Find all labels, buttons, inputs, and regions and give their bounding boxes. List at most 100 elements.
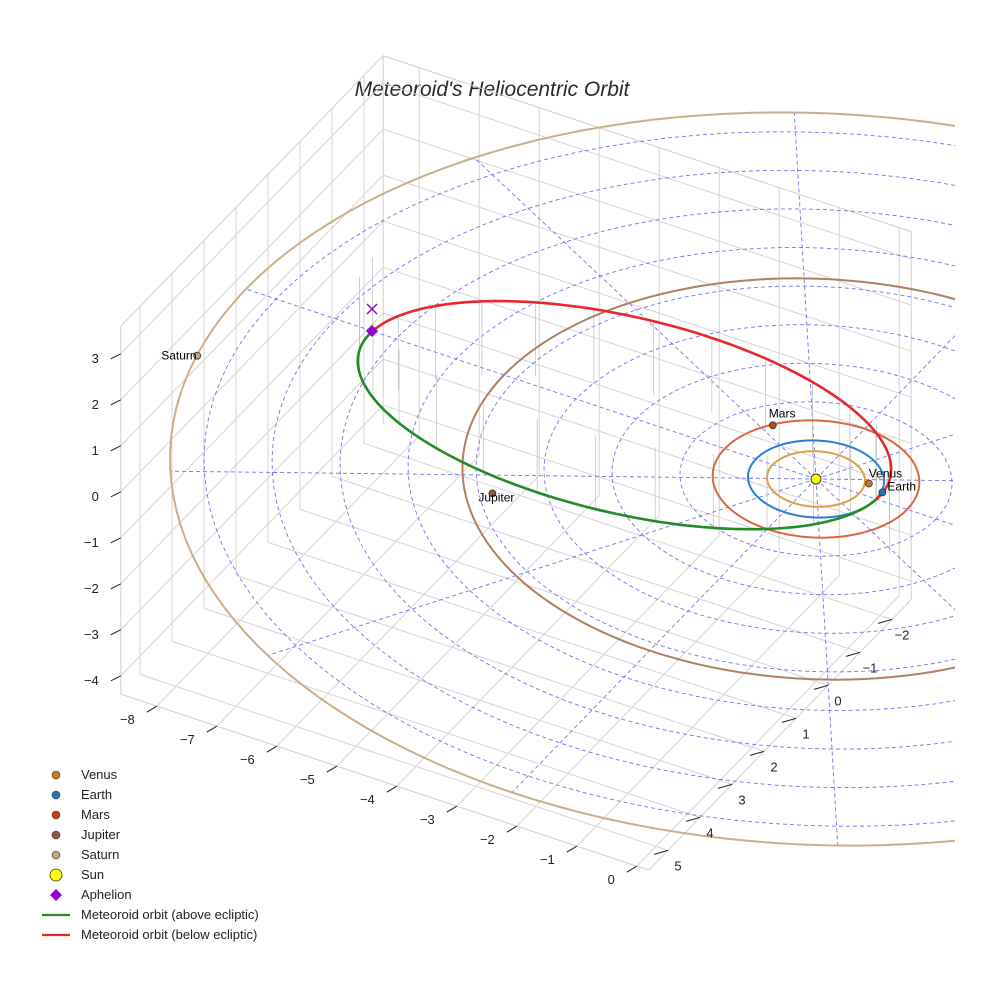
- z-tick-label: −3: [84, 627, 99, 642]
- legend-dot-icon: [51, 830, 61, 840]
- planet-mars: [768, 421, 777, 430]
- x-tick-mark: [506, 825, 518, 833]
- planet-label-mars: Mars: [769, 406, 796, 420]
- legend-dot-icon: [51, 810, 61, 820]
- planet-label-saturn: Saturn: [161, 349, 196, 363]
- legend-item[interactable]: Saturn: [51, 847, 119, 862]
- axis-ticks: 3 2 1 0 −1 −2 −3 −4 −8 −7 −6 −5 −4 −3 −2 −1 0 −2 −1 0 1 2 3 4 5: [84, 351, 909, 887]
- planet-label-jupiter: Jupiter: [478, 490, 514, 504]
- z-tick-mark: [110, 491, 122, 498]
- z-tick-mark: [110, 445, 122, 452]
- gridline-x-floor: [396, 515, 660, 787]
- z-tick-mark: [110, 399, 122, 406]
- gridline-z-side: [120, 312, 384, 585]
- planet-saturn: [193, 351, 202, 360]
- aphelion-marker: [366, 325, 378, 337]
- legend-dot-icon: [51, 850, 61, 860]
- gridline-y-floor: [139, 673, 669, 851]
- y-tick-mark: [717, 783, 733, 789]
- gridline-z: [383, 266, 912, 444]
- gridline-z-side: [120, 404, 384, 677]
- gridline-y-floor: [171, 640, 701, 818]
- ecliptic-spoke: [793, 112, 817, 480]
- legend-item[interactable]: Meteoroid orbit (below ecliptic): [42, 927, 257, 942]
- z-tick-label: −2: [84, 581, 99, 596]
- legend-item[interactable]: Mars: [51, 807, 110, 822]
- legend-label: Aphelion: [81, 887, 132, 902]
- gridline-y-floor: [235, 574, 765, 752]
- legend-item[interactable]: Meteoroid orbit (above ecliptic): [42, 907, 259, 922]
- gridline-z: [383, 358, 912, 536]
- ecliptic-spoke: [267, 478, 817, 656]
- gridline-z-side: [120, 358, 384, 631]
- legend-item[interactable]: Sun: [49, 867, 104, 882]
- x-tick-label: −8: [120, 712, 135, 727]
- legend-label: Venus: [81, 767, 118, 782]
- gridline-x-floor: [156, 435, 420, 707]
- gridline-y-floor: [299, 508, 829, 686]
- chart-title: Meteoroid's Heliocentric Orbit: [355, 78, 631, 101]
- gridline-y-floor: [363, 442, 893, 620]
- y-tick-label: 2: [770, 759, 777, 774]
- ecliptic-spoke: [815, 478, 955, 526]
- axis-frame-edge: [648, 599, 912, 871]
- y-tick-mark: [845, 651, 861, 657]
- legend-label: Mars: [81, 807, 110, 822]
- legend: Venus Earth Mars Jupiter Saturn Sun Aphelion Me…: [42, 767, 259, 942]
- gridline-x-floor: [216, 455, 480, 727]
- y-tick-mark: [781, 717, 797, 723]
- orbit-mars: [711, 419, 921, 539]
- planet-label-venus: Venus: [869, 467, 902, 481]
- z-tick-label: 0: [92, 489, 99, 504]
- legend-item[interactable]: Earth: [51, 787, 112, 802]
- gridline-z-side: [120, 82, 384, 355]
- gridline-z: [383, 220, 912, 398]
- y-tick-label: 4: [706, 825, 713, 840]
- ecliptic-ring: [339, 208, 955, 750]
- legend-item[interactable]: Aphelion: [50, 887, 132, 902]
- gridline-z-side: [120, 174, 384, 447]
- axis-frame-edge: [120, 55, 384, 327]
- y-tick-mark: [653, 849, 669, 855]
- x-tick-label: 0: [608, 872, 615, 887]
- orbit-jupiter: [461, 277, 955, 681]
- x-tick-mark: [326, 765, 338, 773]
- y-tick-mark: [877, 618, 893, 624]
- x-tick-mark: [566, 845, 578, 853]
- legend-label: Earth: [81, 787, 112, 802]
- x-tick-label: −7: [180, 732, 195, 747]
- y-tick-mark: [749, 750, 765, 756]
- x-tick-mark: [146, 705, 158, 713]
- ecliptic-spoke: [815, 478, 955, 482]
- ecliptic-ring: [475, 285, 955, 673]
- x-tick-label: −6: [240, 752, 255, 767]
- ecliptic-spoke: [511, 478, 817, 793]
- axis-grid: [120, 55, 912, 871]
- legend-dot-icon: [51, 790, 61, 800]
- legend-item[interactable]: Jupiter: [51, 827, 121, 842]
- gridline-x-floor: [276, 475, 540, 747]
- meteoroid-orbit-below: [374, 299, 893, 501]
- z-tick-label: 1: [92, 443, 99, 458]
- gridline-x-floor: [636, 595, 900, 867]
- legend-label: Jupiter: [81, 827, 121, 842]
- orbit-venus: [765, 450, 867, 508]
- legend-item[interactable]: Venus: [51, 767, 118, 782]
- legend-label: Saturn: [81, 847, 119, 862]
- ecliptic-ring: [543, 324, 955, 634]
- axis-frame-edge: [120, 693, 649, 871]
- x-tick-mark: [626, 865, 638, 873]
- y-tick-label: 5: [674, 858, 681, 873]
- meteoroid-orbit-above: [356, 330, 878, 531]
- y-tick-label: −2: [895, 627, 910, 642]
- z-tick-label: 2: [92, 397, 99, 412]
- y-tick-label: 1: [802, 726, 809, 741]
- x-tick-label: −1: [540, 852, 555, 867]
- y-tick-mark: [813, 684, 829, 690]
- orbit-earth: [747, 439, 885, 519]
- orbit-saturn: [169, 111, 955, 847]
- ecliptic-spoke: [815, 335, 955, 480]
- axis-frame-edge: [383, 55, 912, 233]
- gridline-y-floor: [203, 607, 733, 785]
